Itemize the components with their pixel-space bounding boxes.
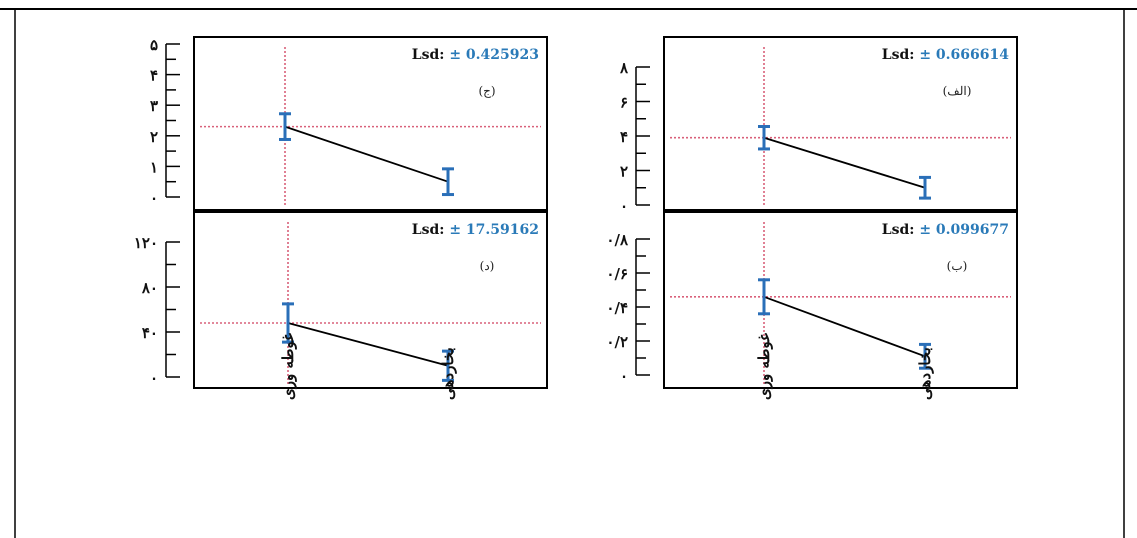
y-tick-label: ۰/۴: [606, 299, 628, 317]
error-bar: [919, 342, 931, 370]
y-tick-label: ۸: [619, 59, 629, 77]
y-tick-label: ۴۰: [142, 324, 158, 342]
y-tick-label: ۴: [150, 67, 158, 85]
error-bar: [758, 278, 770, 316]
y-tick-label: ۶: [620, 94, 628, 112]
y-tick-label: ۰: [150, 369, 158, 387]
panel-tag: (د): [480, 259, 495, 273]
error-bar: [919, 175, 931, 200]
x-category-label: غوطه وری: [755, 333, 773, 400]
y-tick-label: ۴: [620, 128, 628, 146]
panels-group: ۰ ۱ ۲ ۳ ۴ ۵ Lsd: ± 0.425923 (ج) ۰ ۲ ۴ ۶ ۸ Lsd: ± 0.66…: [134, 36, 1018, 389]
error-bar: [442, 167, 454, 197]
y-tick-label: ۰/۸: [606, 231, 629, 249]
y-tick-label: ۰/۶: [606, 265, 628, 283]
panel-1: ۰ ۱ ۲ ۳ ۴ ۵ Lsd: ± 0.425923 (ج): [150, 36, 548, 211]
x-category-label: بخاردهی: [916, 347, 934, 400]
y-tick-label: ۱: [150, 158, 158, 176]
y-tick-label: ۰/۲: [606, 333, 628, 351]
error-bar: [279, 112, 291, 141]
lsd-annotation: Lsd: ± 0.099677: [882, 222, 1009, 238]
lsd-annotation: Lsd: ± 0.666614: [882, 47, 1009, 63]
error-bar: [282, 302, 294, 344]
y-tick-label: ۲: [150, 128, 158, 146]
y-tick-label: ۵: [150, 36, 158, 54]
panel-2: ۰ ۲ ۴ ۶ ۸ Lsd: ± 0.666614 (الف): [619, 36, 1018, 215]
y-tick-label: ۱۲۰: [134, 234, 158, 252]
lsd-annotation: Lsd: ± 0.425923: [412, 47, 539, 63]
panel-3: ۰ ۴۰ ۸۰ ۱۲۰ Lsd: ± 17.59162 (د): [134, 211, 548, 389]
lsd-label: Lsd:: [412, 47, 450, 63]
lsd-value: ± 0.666614: [919, 47, 1009, 63]
panel-frame: [663, 36, 1018, 211]
y-tick-label: ۰: [620, 367, 628, 385]
x-category-label: بخاردهی: [439, 347, 457, 400]
lsd-label: Lsd:: [882, 47, 920, 63]
lsd-value: ± 0.099677: [919, 222, 1009, 238]
lsd-value: ± 0.425923: [449, 47, 539, 63]
panel-tag: (الف): [943, 84, 972, 98]
lsd-value: ± 17.59162: [449, 222, 539, 238]
mean-connecting-line: [287, 322, 449, 367]
panel-tag: (ج): [478, 84, 495, 98]
lsd-label: Lsd:: [882, 222, 920, 238]
x-category-labels: غوطه وری بخاردهی غوطه وری بخاردهی: [279, 333, 934, 400]
error-bar: [442, 349, 454, 382]
panel-frame: [193, 36, 548, 211]
y-tick-label: ۳: [150, 97, 158, 115]
panel-tag: (ب): [947, 259, 968, 273]
mean-connecting-line: [284, 125, 449, 183]
lsd-label: Lsd:: [412, 222, 450, 238]
mean-connecting-line: [763, 136, 926, 189]
error-bar: [758, 125, 770, 151]
y-tick-label: ۸۰: [141, 279, 158, 297]
lsd-annotation: Lsd: ± 17.59162: [412, 222, 539, 238]
panel-frame: [663, 211, 1018, 389]
x-category-label: غوطه وری: [279, 333, 297, 400]
panel-frame: [193, 211, 548, 389]
y-tick-label: ۲: [620, 163, 628, 181]
mean-connecting-line: [763, 295, 926, 358]
panel-4: ۰ ۰/۲ ۰/۴ ۰/۶ ۰/۸ Lsd: ± 0.099677 (ب): [606, 211, 1018, 389]
y-tick-label: ۰: [620, 197, 628, 215]
y-tick-label: ۰: [150, 189, 158, 207]
